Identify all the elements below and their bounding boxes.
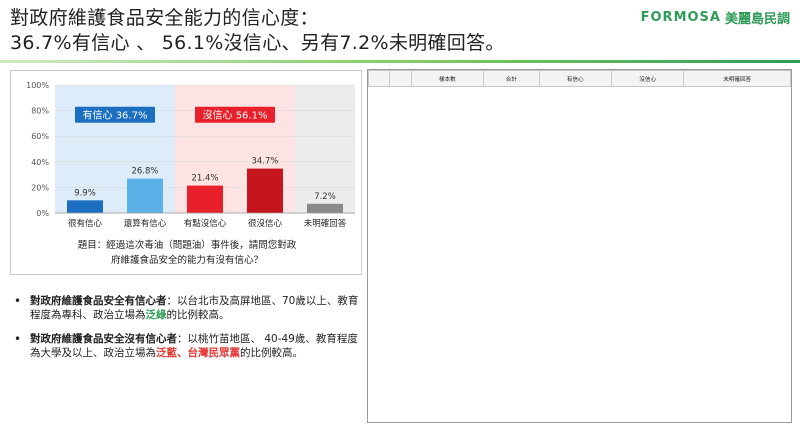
finding-text-b: 的比例較高。: [166, 309, 230, 321]
bar: [67, 200, 103, 213]
finding-text-a: ：以台北市及高屏地區、70歲以上、教育程度為專科、政治立場為: [30, 295, 359, 321]
finding-highlight: 泛藍、台灣民眾黨: [156, 347, 240, 359]
x-category-label: 很沒信心: [248, 218, 283, 229]
finding-not-confident: • 對政府維護食品安全沒有信心者：以桃竹苗地區、 40-49歲、教育程度為大學及…: [14, 332, 364, 360]
x-category-label: 很有信心: [68, 218, 103, 229]
chart-question-line-1: 題目：經過這次毒油（問題油）事件後，請問您對政: [77, 240, 297, 251]
group-label-box: [75, 106, 155, 123]
bar: [307, 203, 343, 213]
y-tick-label: 60%: [31, 132, 49, 141]
header-divider: [0, 60, 800, 63]
bar-value-label: 21.4%: [191, 174, 218, 184]
page-title: 對政府維護食品安全能力的信心度： 36.7%有信心 、 56.1%沒信心、另有7…: [10, 6, 570, 56]
header-cell: 有信心: [538, 70, 612, 87]
y-tick-label: 100%: [26, 81, 49, 90]
brand-name-en: FORMOSA: [640, 10, 721, 25]
table-header-row: 樣本數 合計 有信心 沒信心 未明確回答: [367, 70, 791, 87]
x-category-label: 有點沒信心: [184, 218, 227, 229]
finding-text-a: ：以桃竹苗地區、 40-49歲、教育程度為大學及以上、政治立場為: [30, 333, 358, 359]
header-cell: [367, 70, 391, 87]
x-category-label: 還算有信心: [124, 218, 167, 229]
x-category-label: 未明確回答: [304, 218, 347, 229]
title-line-1: 對政府維護食品安全能力的信心度：: [10, 7, 319, 29]
confidence-chart: 0% 20% 40% 60% 80% 100% 有信心 36.7% 沒信心 56.1% 9.9%…: [10, 70, 362, 275]
crosstab-table: 樣本數 合計 有信心 沒信心 未明確回答: [367, 69, 792, 423]
finding-label: 對政府維護食品安全沒有信心者: [30, 333, 177, 345]
header-cell: 未明確回答: [683, 70, 791, 87]
header-cell: [389, 70, 412, 87]
header-cell: 合計: [483, 70, 540, 87]
header-cell: 沒信心: [610, 70, 685, 87]
finding-confident: • 對政府維護食品安全有信心者：以台北市及高屏地區、70歲以上、教育程度為專科、…: [14, 294, 364, 322]
finding-label: 對政府維護食品安全有信心者: [30, 295, 167, 307]
y-tick-label: 40%: [31, 158, 49, 167]
bullet-icon: •: [14, 294, 22, 308]
brand-logo: FORMOSA 美麗島民調: [641, 8, 790, 27]
chart-question-line-2: 府維護食品安全的能力有沒有信心？: [110, 255, 263, 266]
y-tick-label: 80%: [31, 107, 49, 116]
group-label: 沒信心 56.1%: [203, 109, 268, 122]
finding-highlight: 泛綠: [145, 309, 167, 321]
bar-value-label: 7.2%: [314, 192, 336, 202]
bullet-icon: •: [14, 332, 22, 346]
bar-value-label: 26.8%: [131, 167, 158, 177]
header-cell: 樣本數: [410, 70, 485, 87]
title-line-2: 36.7%有信心 、 56.1%沒信心、另有7.2%未明確回答。: [10, 32, 505, 54]
findings-list: • 對政府維護食品安全有信心者：以台北市及高屏地區、70歲以上、教育程度為專科、…: [14, 294, 364, 370]
y-tick-label: 20%: [31, 183, 49, 192]
bar: [187, 185, 223, 213]
finding-text-b: 的比例較高。: [240, 347, 303, 359]
bar: [247, 168, 283, 213]
brand-name-zh: 美麗島民調: [724, 12, 790, 27]
group-label-box: [195, 106, 275, 123]
group-label: 有信心 36.7%: [83, 109, 148, 122]
finding-text: 對政府維護食品安全有信心者：以台北市及高屏地區、70歲以上、教育程度為專科、政治…: [30, 294, 364, 322]
bar-value-label: 34.7%: [251, 157, 278, 167]
crosstab: 樣本數 合計 有信心 沒信心 未明確回答: [367, 70, 791, 87]
finding-text: 對政府維護食品安全沒有信心者：以桃竹苗地區、 40-49歲、教育程度為大學及以上…: [30, 332, 364, 360]
bar: [127, 178, 163, 213]
band-unanswered: [295, 85, 355, 213]
bar-value-label: 9.9%: [74, 188, 96, 198]
chart-canvas: 0% 20% 40% 60% 80% 100% 有信心 36.7% 沒信心 56.1% 9.9%…: [26, 81, 355, 229]
y-tick-label: 0%: [36, 209, 49, 218]
